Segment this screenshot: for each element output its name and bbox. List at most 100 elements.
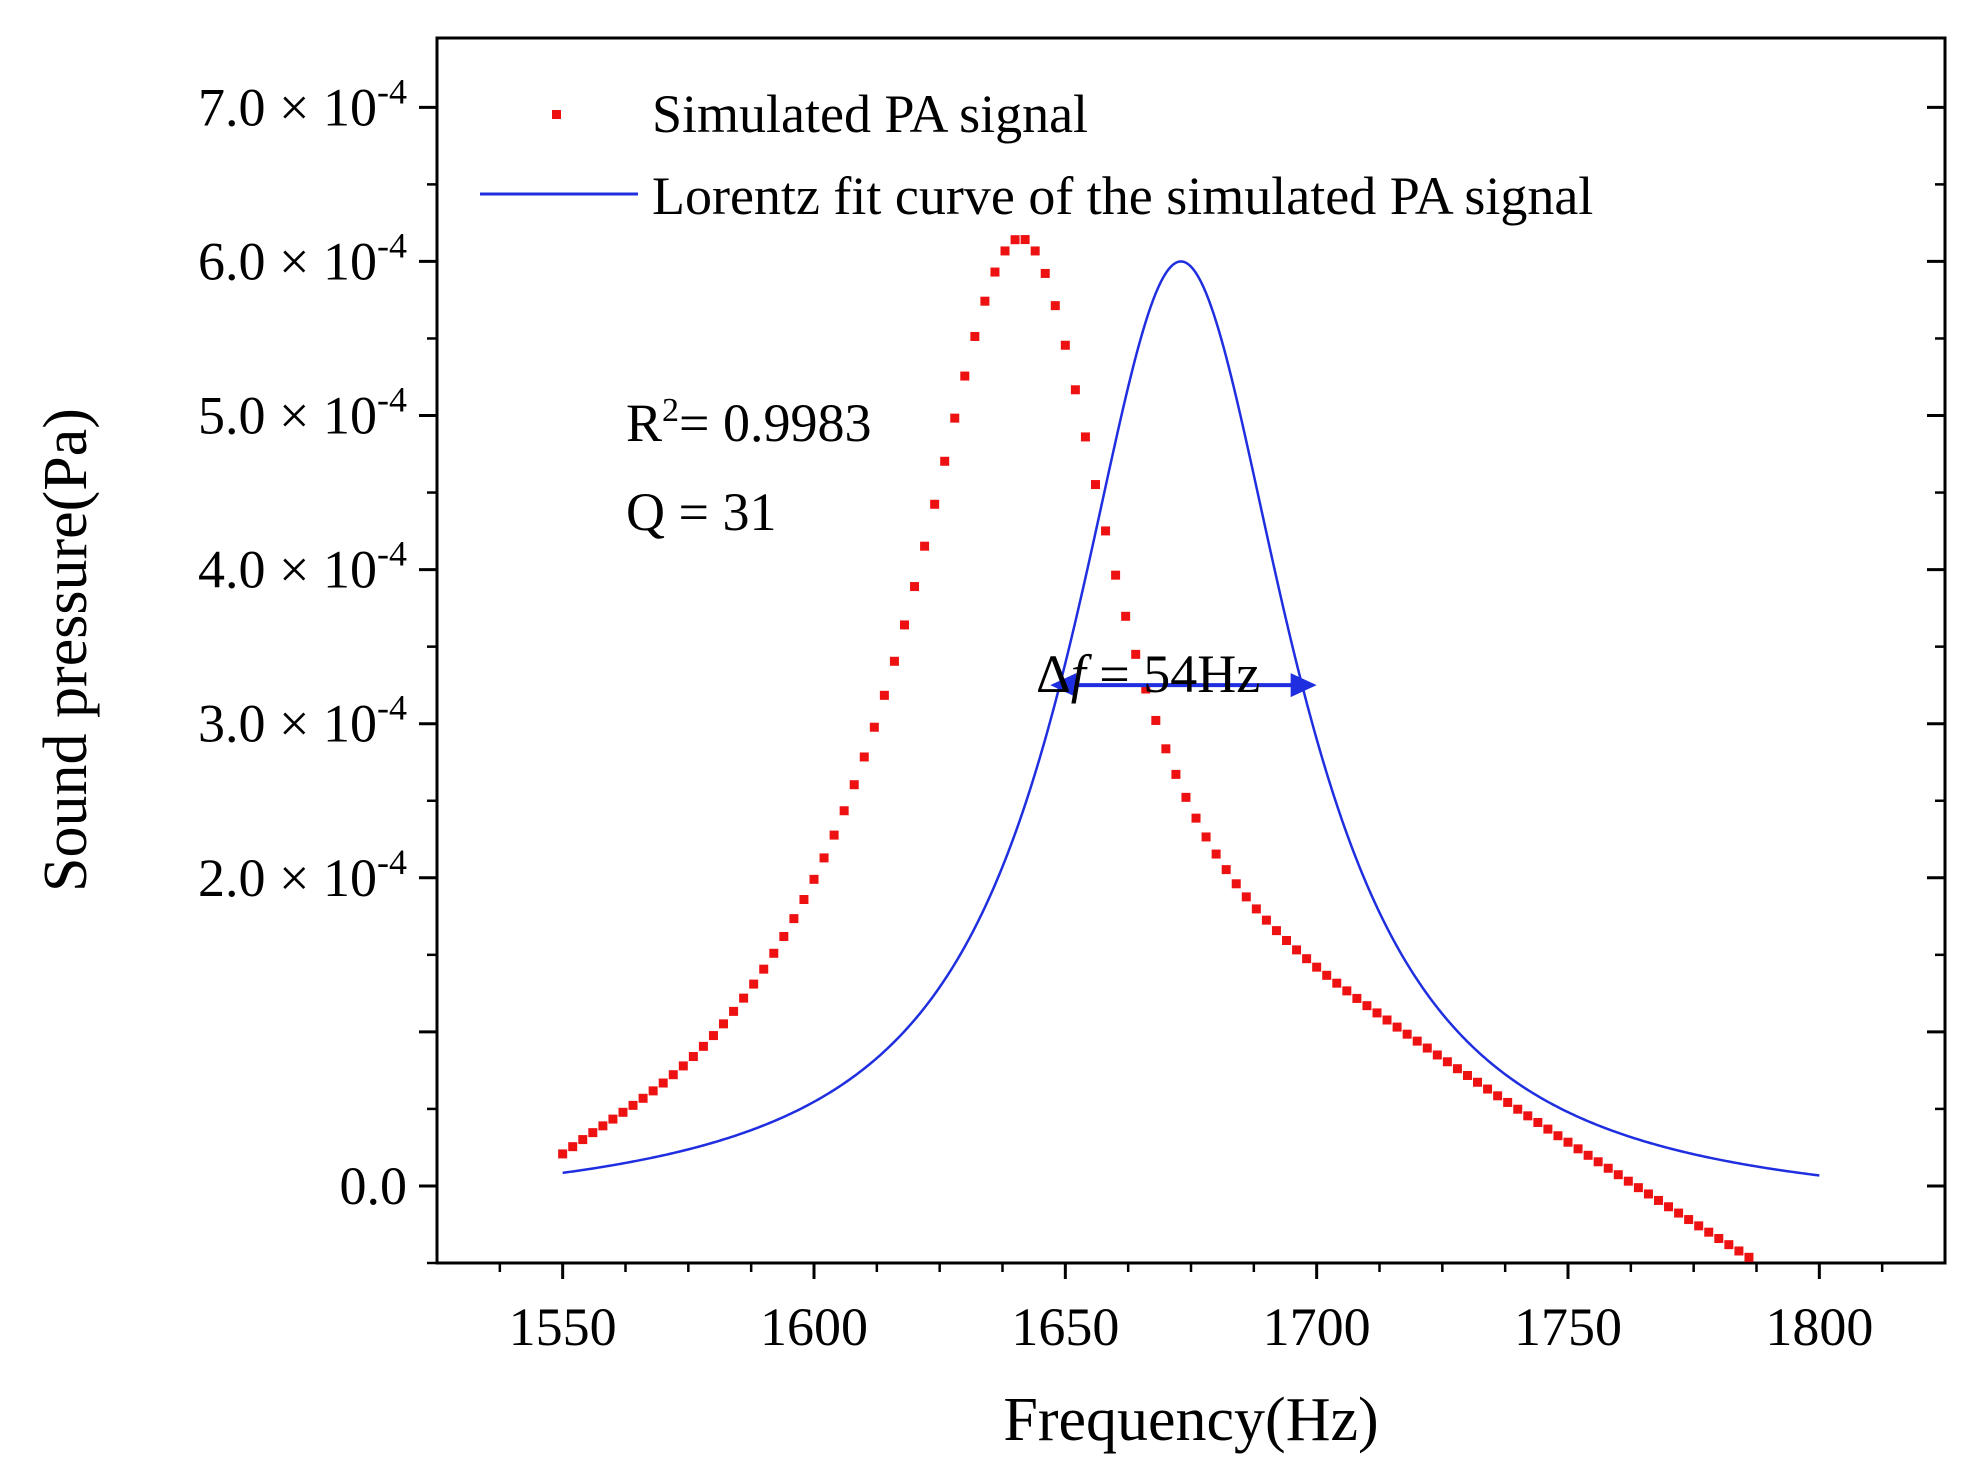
legend-label-line: Lorentz fit curve of the simulated PA si… [652, 166, 1593, 226]
data-point [1613, 1170, 1623, 1180]
data-point [829, 830, 839, 840]
data-point [990, 267, 1000, 277]
data-point [799, 895, 809, 905]
data-point [658, 1078, 668, 1088]
data-point [1724, 1240, 1734, 1250]
data-point [1462, 1070, 1472, 1080]
data-point [698, 1041, 708, 1051]
data-point [769, 948, 779, 958]
fwhm-arrow-head-left [1050, 673, 1077, 698]
data-point [719, 1019, 729, 1029]
data-point [1603, 1163, 1613, 1173]
data-point [1101, 526, 1111, 536]
data-point [1664, 1202, 1674, 1212]
data-point [899, 620, 909, 630]
data-point [1251, 904, 1261, 914]
data-point [1372, 1008, 1382, 1018]
data-point [869, 722, 879, 732]
data-point [668, 1070, 678, 1080]
data-point [1553, 1131, 1563, 1141]
data-point [960, 371, 970, 381]
legend-marker-points [552, 110, 561, 119]
data-point [1000, 246, 1010, 256]
data-point [648, 1086, 658, 1096]
data-point [1030, 246, 1040, 256]
data-point [1221, 865, 1231, 875]
simulated-pa-signal-points [558, 235, 1754, 1262]
data-point [1362, 1001, 1372, 1011]
data-point [598, 1121, 608, 1131]
data-point [1302, 954, 1312, 964]
data-point [879, 690, 889, 700]
lorentz-fit-curve [562, 260, 1820, 1177]
data-point [1392, 1022, 1402, 1032]
data-point [678, 1061, 688, 1071]
data-point [1121, 611, 1131, 621]
y-tick-label: 6.0 × 10-4 [198, 225, 407, 291]
data-point [558, 1149, 568, 1159]
data-point [1513, 1104, 1523, 1114]
data-point [889, 656, 899, 666]
y-tick-label: 7.0 × 10-4 [198, 71, 407, 137]
x-axis-title: Frequency(Hz) [1003, 1386, 1378, 1454]
y-tick-label: 5.0 × 10-4 [198, 380, 407, 446]
data-point [1744, 1252, 1754, 1262]
data-point [1422, 1043, 1432, 1053]
data-point [1342, 986, 1352, 996]
data-point [1533, 1117, 1543, 1127]
data-point [618, 1107, 628, 1117]
data-point [688, 1052, 698, 1062]
data-point [708, 1031, 718, 1041]
data-point [749, 979, 759, 989]
data-point [1332, 978, 1342, 988]
data-point [759, 964, 769, 974]
data-point [729, 1006, 739, 1016]
r2-superscript: 2 [662, 392, 679, 429]
data-point [1674, 1208, 1684, 1218]
fwhm-annotation: Δf = 54Hz [1036, 644, 1260, 704]
data-point [1261, 915, 1271, 925]
y-tick-label: 4.0 × 10-4 [198, 534, 407, 600]
data-point [1352, 993, 1362, 1003]
data-point [1040, 268, 1050, 278]
data-point [1080, 432, 1090, 442]
data-point [1090, 480, 1100, 490]
data-point [1593, 1157, 1603, 1167]
data-point [1684, 1215, 1694, 1225]
data-point [1111, 570, 1121, 580]
x-axis-ticks: 1550 1600 1650 1700 1750 1800 [498, 1263, 1884, 1357]
data-point [1131, 649, 1141, 659]
legend: Simulated PA signal Lorentz fit curve of… [480, 84, 1593, 226]
data-point [980, 296, 990, 306]
data-point [1432, 1050, 1442, 1060]
data-point [859, 752, 869, 762]
data-point [578, 1135, 588, 1145]
data-point [1020, 235, 1030, 245]
data-point [789, 914, 799, 924]
data-point [1201, 832, 1211, 842]
delta-value: = 54Hz [1086, 644, 1260, 704]
data-point [1563, 1137, 1573, 1147]
data-point [950, 413, 960, 423]
fwhm-arrow-head-right [1290, 673, 1317, 698]
data-point [819, 853, 829, 863]
data-point [1633, 1183, 1643, 1193]
x-tick-label: 1650 [1011, 1297, 1119, 1357]
data-point [1442, 1057, 1452, 1067]
x-tick-label: 1700 [1263, 1297, 1371, 1357]
data-point [1312, 962, 1322, 972]
data-point [1191, 813, 1201, 823]
data-point [1211, 849, 1221, 859]
delta-symbol: Δ [1036, 644, 1071, 704]
data-point [739, 993, 749, 1003]
data-point [628, 1100, 638, 1110]
data-point [1623, 1176, 1633, 1186]
legend-label-points: Simulated PA signal [652, 84, 1088, 144]
y-tick-label: 2.0 × 10-4 [198, 842, 407, 908]
data-point [1292, 945, 1302, 955]
data-point [1704, 1227, 1714, 1237]
data-point [1734, 1246, 1744, 1256]
data-point [1181, 792, 1191, 802]
data-point [588, 1128, 598, 1138]
data-point [970, 331, 980, 341]
